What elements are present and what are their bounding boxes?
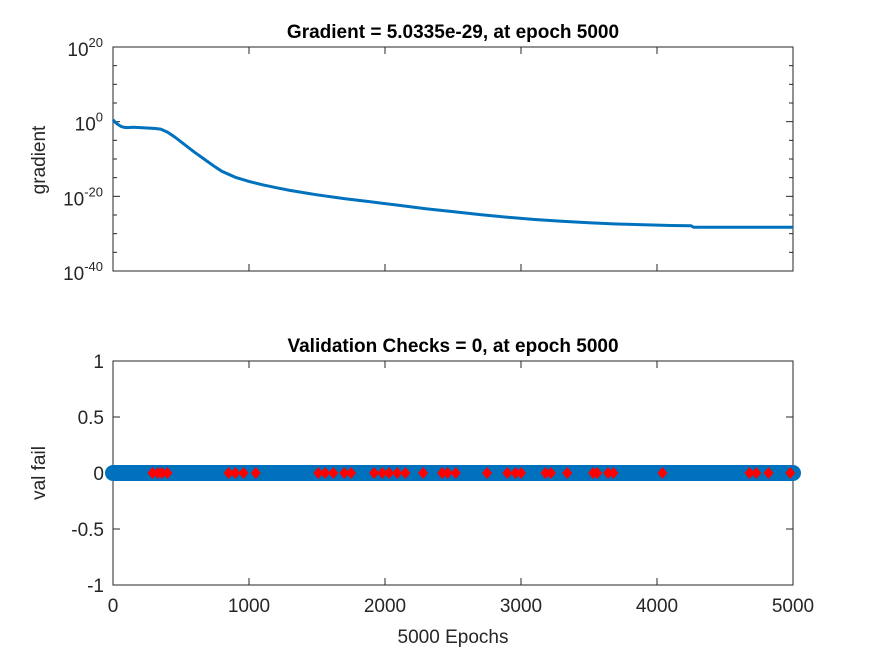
epoch-xticks: 0 1000 2000 3000 4000 5000 <box>108 361 814 617</box>
val-fail-marker <box>162 467 173 479</box>
val-fail-marker <box>320 467 331 479</box>
val-fail-ytick-label: -1 <box>87 576 104 597</box>
gradient-ytick-base: 10 <box>75 115 96 136</box>
val-fail-marker <box>238 467 249 479</box>
gradient-plot-title: Gradient = 5.0335e-29, at epoch 5000 <box>287 22 619 43</box>
gradient-plot-axes-box <box>112 46 794 272</box>
val-fail-marker <box>608 467 619 479</box>
val-fail-marker <box>384 467 395 479</box>
gradient-ytick-label: 100 <box>75 110 103 136</box>
val-fail-marker <box>744 467 755 479</box>
val-fail-marker <box>313 467 324 479</box>
val-fail-marker <box>156 467 167 479</box>
gradient-minor-ticks <box>113 65 793 253</box>
val-fail-marker <box>785 467 796 479</box>
val-fail-marker <box>346 467 356 479</box>
val-fail-marker <box>250 467 261 479</box>
val-fail-marker <box>562 467 573 479</box>
val-fail-marker <box>392 467 403 479</box>
val-fail-marker <box>223 467 234 479</box>
val-fail-marker <box>751 467 762 479</box>
val-fail-markers <box>147 467 796 479</box>
val-fail-marker <box>450 467 461 479</box>
val-fail-yticks: -1 -0.5 0 0.5 1 <box>71 352 793 597</box>
val-fail-marker <box>540 467 551 479</box>
val-fail-marker <box>328 467 339 479</box>
gradient-ylabel: gradient <box>29 125 50 194</box>
epoch-xtick-label: 1000 <box>228 596 270 617</box>
epoch-xtick-label: 4000 <box>636 596 678 617</box>
val-fail-marker <box>369 467 380 479</box>
gradient-plot: Gradient = 5.0335e-29, at epoch 5000 gra… <box>29 22 794 285</box>
val-fail-marker <box>657 467 668 479</box>
val-fail-marker <box>516 467 526 479</box>
val-fail-marker <box>603 467 614 479</box>
val-fail-marker <box>377 467 388 479</box>
gradient-ytick-label: 10-20 <box>63 184 103 210</box>
gradient-ytick-exponent: -40 <box>84 259 103 274</box>
gradient-series-line <box>111 118 793 229</box>
val-fail-marker <box>437 467 448 479</box>
epoch-xtick-label: 5000 <box>772 596 814 617</box>
val-fail-marker <box>763 467 774 479</box>
val-fail-ytick-label: 0.5 <box>78 408 104 429</box>
gradient-ytick-exponent: 0 <box>96 110 103 125</box>
val-fail-marker <box>592 467 603 479</box>
val-fail-marker <box>418 467 429 479</box>
gradient-ytick-label: 10-40 <box>63 259 103 285</box>
val-fail-marker <box>230 467 241 479</box>
gradient-ytick-base: 10 <box>67 40 88 61</box>
gradient-ytick-label: 1020 <box>67 35 103 61</box>
gradient-ytick-exponent: 20 <box>89 35 103 50</box>
val-fail-marker <box>339 467 350 479</box>
val-fail-marker <box>442 467 453 479</box>
val-fail-ytick-label: -0.5 <box>71 520 104 541</box>
epoch-xtick-label: 3000 <box>500 596 542 617</box>
gradient-ytick-base: 10 <box>63 264 84 285</box>
val-fail-marker <box>510 467 521 479</box>
gradient-xticks <box>112 47 794 271</box>
val-fail-marker <box>502 467 513 479</box>
gradient-ytick-exponent: -20 <box>84 184 103 199</box>
validation-plot: Validation Checks = 0, at epoch 5000 val… <box>29 336 814 648</box>
val-fail-marker <box>482 467 492 479</box>
val-fail-marker <box>400 467 411 479</box>
val-fail-marker <box>147 467 158 479</box>
val-fail-ylabel: val fail <box>29 446 50 500</box>
val-fail-ytick-label: 1 <box>93 352 104 373</box>
validation-plot-title: Validation Checks = 0, at epoch 5000 <box>287 336 618 357</box>
gradient-ytick-base: 10 <box>63 189 84 210</box>
val-fail-marker <box>545 467 556 479</box>
epoch-xtick-label: 2000 <box>364 596 406 617</box>
val-fail-ytick-label: 0 <box>93 464 104 485</box>
epochs-xlabel: 5000 Epochs <box>398 627 509 648</box>
epoch-xtick-label: 0 <box>108 596 119 617</box>
